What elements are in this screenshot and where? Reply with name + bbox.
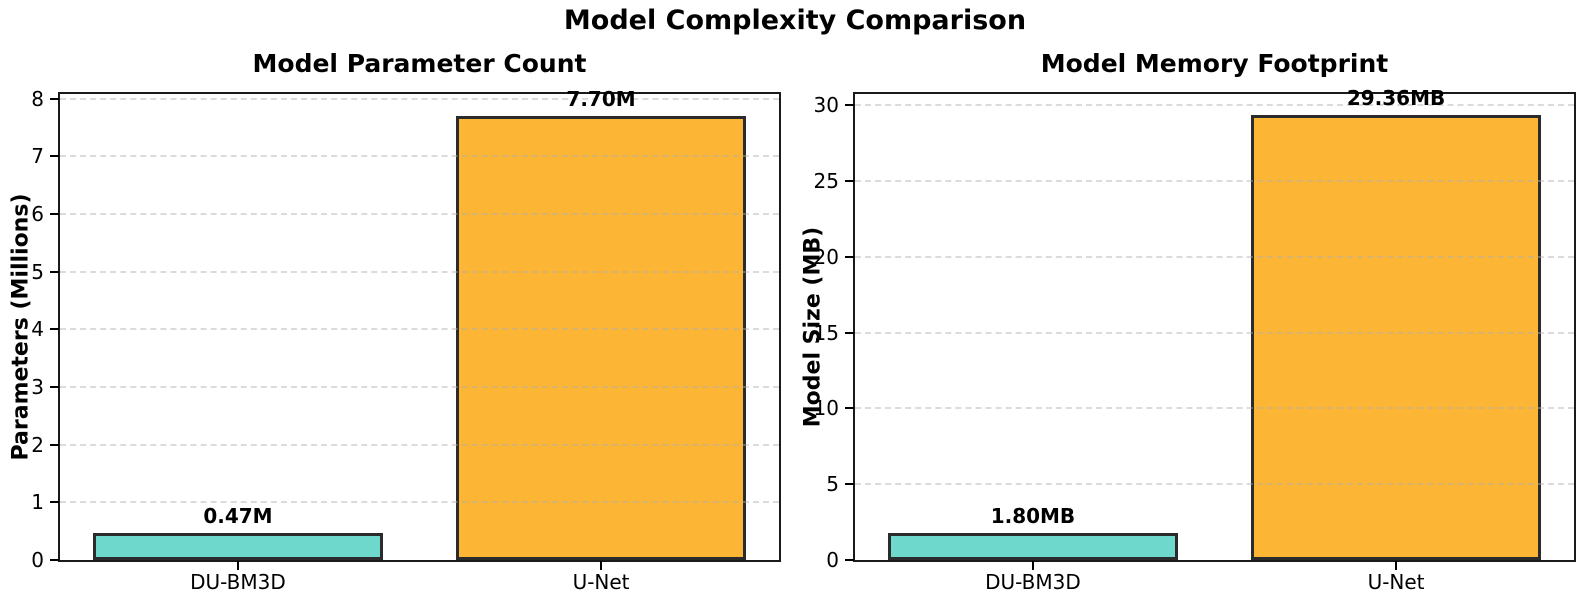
y-tick-label: 4 [31,317,44,342]
y-tick-label: 7 [31,144,44,169]
y-tick-label: 8 [31,86,44,111]
gridline [855,104,1574,107]
subplot-memory-footprint: Model Memory Footprint Model Size (MB) 0… [795,0,1590,605]
y-tick-label: 3 [31,374,44,399]
x-tick-label: DU-BM3D [190,570,286,594]
x-tick-mark [236,561,239,570]
subplot-title: Model Parameter Count [252,49,587,78]
gridline [60,97,779,100]
subplot-parameter-count: Model Parameter Count Parameters (Millio… [9,49,781,594]
y-tick-mark [50,385,59,388]
y-tick-mark [50,212,59,215]
y-tick-mark [50,501,59,504]
bar-value-label: 7.70M [566,86,636,111]
y-tick-mark [50,155,59,158]
y-tick-label: 5 [31,259,44,284]
y-tick-mark [845,331,854,334]
y-tick-mark [50,443,59,446]
bar-u-net [455,115,747,560]
y-tick-mark [845,483,854,486]
y-tick-mark [845,559,854,561]
y-tick-label: 30 [813,93,839,118]
x-tick-label: U-Net [572,570,630,594]
bar-du-bm3d [887,532,1179,560]
y-tick-label: 10 [813,396,839,421]
y-tick-label: 6 [31,201,44,226]
y-tick-label: 1 [31,490,44,515]
y-tick-label: 25 [813,169,839,194]
y-tick-mark [845,180,854,183]
y-tick-mark [50,97,59,100]
bar-value-label: 1.80MB [990,503,1076,528]
x-tick-label: U-Net [1367,570,1425,594]
y-tick-label: 0 [31,548,44,572]
bar-value-label: 29.36MB [1346,86,1446,111]
x-tick-label: DU-BM3D [985,570,1081,594]
y-tick-mark [845,104,854,107]
y-tick-mark [845,407,854,410]
x-tick-mark [600,561,603,570]
y-tick-label: 0 [826,548,839,572]
y-tick-label: 2 [31,432,44,457]
y-tick-mark [50,559,59,561]
x-tick-mark [1031,561,1034,570]
y-tick-label: 5 [826,472,839,497]
plot-area: 0 1 2 3 4 5 6 7 8 0.47M DU-BM3D 7.70M U-Net [31,87,781,594]
x-tick-mark [1395,561,1398,570]
figure-title: Model Complexity Comparison [563,5,1027,36]
y-tick-mark [50,270,59,273]
y-tick-mark [845,255,854,258]
y-tick-label: 15 [813,320,839,345]
bar-value-label: 0.47M [203,503,273,528]
bar-u-net [1250,115,1542,560]
bar-du-bm3d [92,532,384,560]
y-tick-mark [50,328,59,331]
y-tick-label: 20 [813,244,839,269]
subplot-title: Model Memory Footprint [1040,49,1389,78]
plot-area: 0 5 10 15 20 25 30 1.80MB DU-BM3D 29.36MB U-Net [814,86,1576,594]
